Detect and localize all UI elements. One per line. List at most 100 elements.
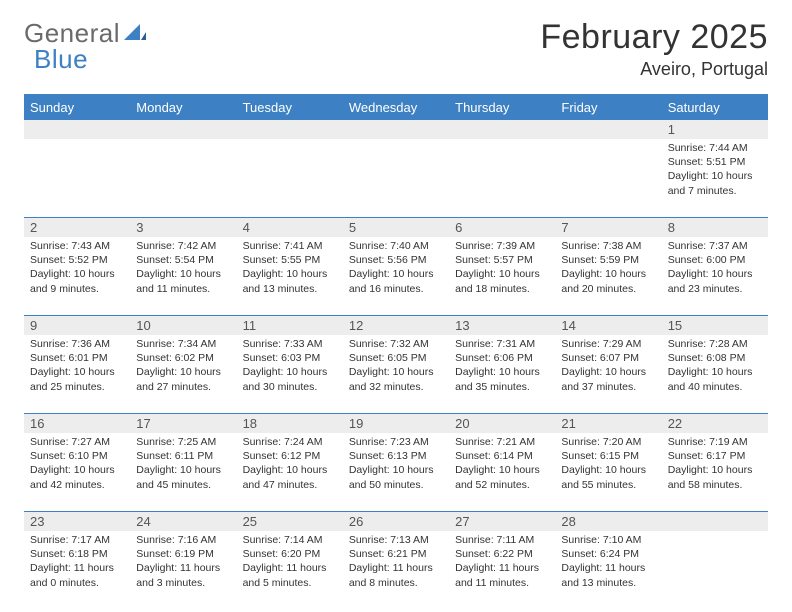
week-row: Sunrise: 7:17 AMSunset: 6:18 PMDaylight:…: [24, 531, 768, 609]
day-info: Sunrise: 7:10 AMSunset: 6:24 PMDaylight:…: [561, 533, 655, 590]
day-cell: Sunrise: 7:31 AMSunset: 6:06 PMDaylight:…: [449, 335, 555, 413]
day-info: Sunrise: 7:31 AMSunset: 6:06 PMDaylight:…: [455, 337, 549, 394]
daylight-text: Daylight: 10 hours and 40 minutes.: [668, 365, 762, 393]
daylight-text: Daylight: 10 hours and 37 minutes.: [561, 365, 655, 393]
day-number: 5: [343, 218, 449, 237]
day-number: 12: [343, 316, 449, 335]
daylight-text: Daylight: 10 hours and 30 minutes.: [243, 365, 337, 393]
month-title: February 2025: [540, 18, 768, 57]
daylight-text: Daylight: 10 hours and 20 minutes.: [561, 267, 655, 295]
day-cell: Sunrise: 7:33 AMSunset: 6:03 PMDaylight:…: [237, 335, 343, 413]
sunset-text: Sunset: 5:54 PM: [136, 253, 230, 267]
day-info: Sunrise: 7:44 AMSunset: 5:51 PMDaylight:…: [668, 141, 762, 198]
sunrise-text: Sunrise: 7:20 AM: [561, 435, 655, 449]
sunrise-text: Sunrise: 7:11 AM: [455, 533, 549, 547]
day-number: 8: [662, 218, 768, 237]
sunset-text: Sunset: 6:17 PM: [668, 449, 762, 463]
sunset-text: Sunset: 6:03 PM: [243, 351, 337, 365]
daylight-text: Daylight: 10 hours and 18 minutes.: [455, 267, 549, 295]
sunrise-text: Sunrise: 7:34 AM: [136, 337, 230, 351]
week-row: Sunrise: 7:27 AMSunset: 6:10 PMDaylight:…: [24, 433, 768, 511]
day-info: Sunrise: 7:25 AMSunset: 6:11 PMDaylight:…: [136, 435, 230, 492]
daylight-text: Daylight: 10 hours and 55 minutes.: [561, 463, 655, 491]
day-number: 26: [343, 512, 449, 531]
day-info: Sunrise: 7:13 AMSunset: 6:21 PMDaylight:…: [349, 533, 443, 590]
day-info: Sunrise: 7:36 AMSunset: 6:01 PMDaylight:…: [30, 337, 124, 394]
sunset-text: Sunset: 5:55 PM: [243, 253, 337, 267]
sunset-text: Sunset: 5:57 PM: [455, 253, 549, 267]
day-cell: [343, 139, 449, 217]
sunrise-text: Sunrise: 7:40 AM: [349, 239, 443, 253]
day-number: 22: [662, 414, 768, 433]
location-label: Aveiro, Portugal: [540, 59, 768, 80]
day-number: 10: [130, 316, 236, 335]
daynum-row: 2345678: [24, 217, 768, 237]
day-cell: Sunrise: 7:11 AMSunset: 6:22 PMDaylight:…: [449, 531, 555, 609]
day-info: Sunrise: 7:42 AMSunset: 5:54 PMDaylight:…: [136, 239, 230, 296]
day-number: 23: [24, 512, 130, 531]
sunset-text: Sunset: 6:24 PM: [561, 547, 655, 561]
sunrise-text: Sunrise: 7:17 AM: [30, 533, 124, 547]
day-cell: Sunrise: 7:40 AMSunset: 5:56 PMDaylight:…: [343, 237, 449, 315]
day-cell: Sunrise: 7:44 AMSunset: 5:51 PMDaylight:…: [662, 139, 768, 217]
day-info: Sunrise: 7:14 AMSunset: 6:20 PMDaylight:…: [243, 533, 337, 590]
week-row: Sunrise: 7:36 AMSunset: 6:01 PMDaylight:…: [24, 335, 768, 413]
daylight-text: Daylight: 10 hours and 58 minutes.: [668, 463, 762, 491]
sunrise-text: Sunrise: 7:41 AM: [243, 239, 337, 253]
sunset-text: Sunset: 6:22 PM: [455, 547, 549, 561]
day-info: Sunrise: 7:29 AMSunset: 6:07 PMDaylight:…: [561, 337, 655, 394]
day-info: Sunrise: 7:39 AMSunset: 5:57 PMDaylight:…: [455, 239, 549, 296]
day-cell: Sunrise: 7:36 AMSunset: 6:01 PMDaylight:…: [24, 335, 130, 413]
day-number: 11: [237, 316, 343, 335]
daylight-text: Daylight: 10 hours and 7 minutes.: [668, 169, 762, 197]
day-cell: Sunrise: 7:27 AMSunset: 6:10 PMDaylight:…: [24, 433, 130, 511]
day-cell: Sunrise: 7:42 AMSunset: 5:54 PMDaylight:…: [130, 237, 236, 315]
day-number: [555, 120, 661, 139]
sunset-text: Sunset: 6:18 PM: [30, 547, 124, 561]
day-cell: Sunrise: 7:17 AMSunset: 6:18 PMDaylight:…: [24, 531, 130, 609]
daylight-text: Daylight: 10 hours and 16 minutes.: [349, 267, 443, 295]
daylight-text: Daylight: 10 hours and 11 minutes.: [136, 267, 230, 295]
day-cell: Sunrise: 7:34 AMSunset: 6:02 PMDaylight:…: [130, 335, 236, 413]
day-info: Sunrise: 7:37 AMSunset: 6:00 PMDaylight:…: [668, 239, 762, 296]
weekday-header: Saturday: [662, 96, 768, 120]
sunrise-text: Sunrise: 7:28 AM: [668, 337, 762, 351]
day-number: 25: [237, 512, 343, 531]
sunset-text: Sunset: 6:02 PM: [136, 351, 230, 365]
day-cell: [24, 139, 130, 217]
day-number: 6: [449, 218, 555, 237]
day-info: Sunrise: 7:21 AMSunset: 6:14 PMDaylight:…: [455, 435, 549, 492]
sunset-text: Sunset: 6:21 PM: [349, 547, 443, 561]
daylight-text: Daylight: 10 hours and 52 minutes.: [455, 463, 549, 491]
day-number: 21: [555, 414, 661, 433]
day-number: 17: [130, 414, 236, 433]
weekday-header: Sunday: [24, 96, 130, 120]
day-cell: [662, 531, 768, 609]
day-info: Sunrise: 7:19 AMSunset: 6:17 PMDaylight:…: [668, 435, 762, 492]
brand-blue: Blue: [34, 44, 88, 75]
day-info: Sunrise: 7:40 AMSunset: 5:56 PMDaylight:…: [349, 239, 443, 296]
daylight-text: Daylight: 10 hours and 47 minutes.: [243, 463, 337, 491]
day-cell: Sunrise: 7:43 AMSunset: 5:52 PMDaylight:…: [24, 237, 130, 315]
daylight-text: Daylight: 10 hours and 42 minutes.: [30, 463, 124, 491]
daylight-text: Daylight: 11 hours and 5 minutes.: [243, 561, 337, 589]
day-cell: Sunrise: 7:25 AMSunset: 6:11 PMDaylight:…: [130, 433, 236, 511]
daylight-text: Daylight: 10 hours and 45 minutes.: [136, 463, 230, 491]
day-number: [24, 120, 130, 139]
week-row: Sunrise: 7:44 AMSunset: 5:51 PMDaylight:…: [24, 139, 768, 217]
daylight-text: Daylight: 10 hours and 27 minutes.: [136, 365, 230, 393]
week-row: Sunrise: 7:43 AMSunset: 5:52 PMDaylight:…: [24, 237, 768, 315]
daylight-text: Daylight: 11 hours and 0 minutes.: [30, 561, 124, 589]
sunset-text: Sunset: 6:01 PM: [30, 351, 124, 365]
daylight-text: Daylight: 10 hours and 25 minutes.: [30, 365, 124, 393]
sunrise-text: Sunrise: 7:42 AM: [136, 239, 230, 253]
day-info: Sunrise: 7:38 AMSunset: 5:59 PMDaylight:…: [561, 239, 655, 296]
day-cell: Sunrise: 7:39 AMSunset: 5:57 PMDaylight:…: [449, 237, 555, 315]
day-cell: Sunrise: 7:41 AMSunset: 5:55 PMDaylight:…: [237, 237, 343, 315]
weekday-header: Wednesday: [343, 96, 449, 120]
sunrise-text: Sunrise: 7:16 AM: [136, 533, 230, 547]
day-number: [662, 512, 768, 531]
sunset-text: Sunset: 5:51 PM: [668, 155, 762, 169]
sunset-text: Sunset: 6:10 PM: [30, 449, 124, 463]
day-number: 27: [449, 512, 555, 531]
